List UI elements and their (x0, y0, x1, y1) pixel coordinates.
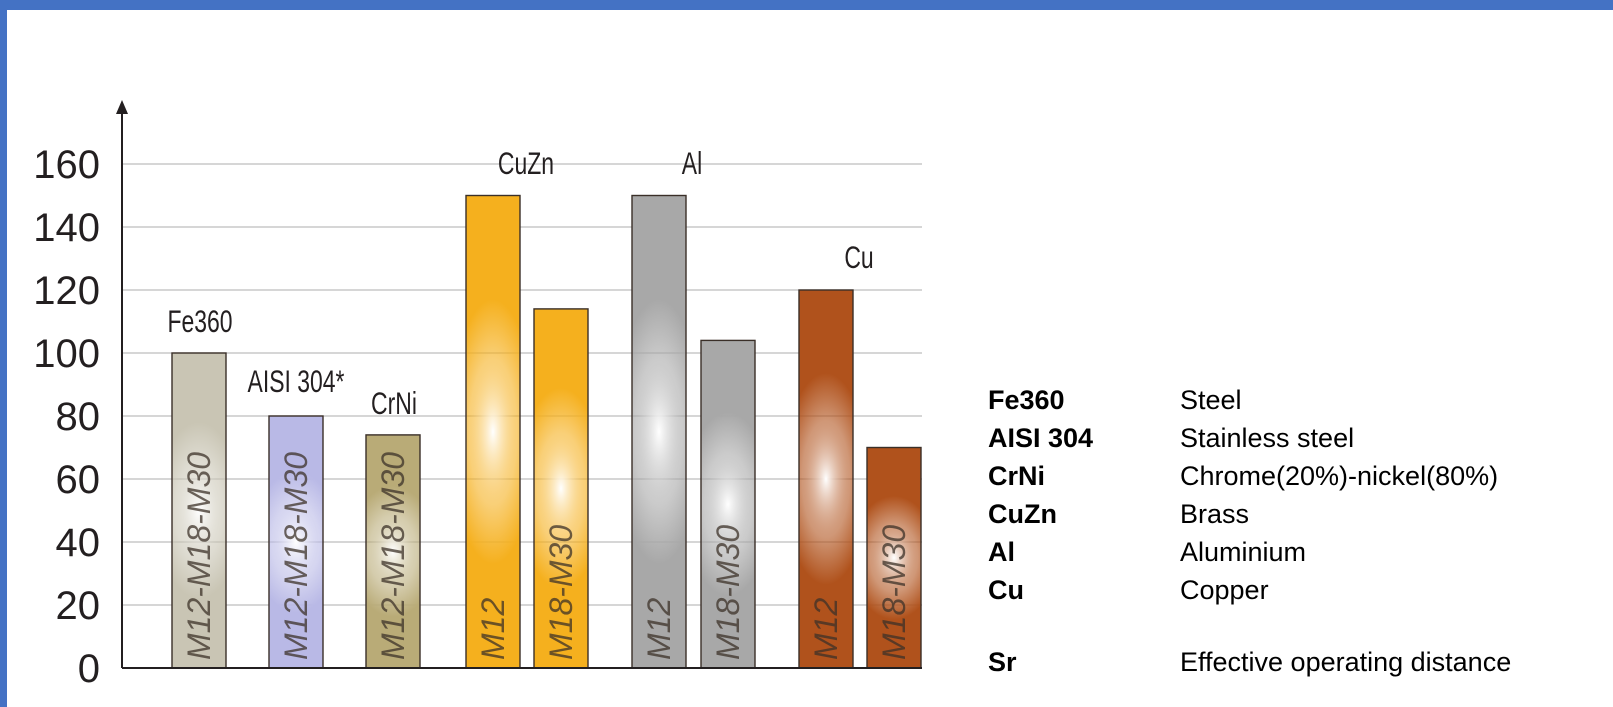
legend-code: Fe360 (988, 385, 1065, 415)
y-tick-label: 0 (78, 647, 100, 691)
legend-description: Aluminium (1180, 537, 1307, 567)
legend-description: Copper (1180, 575, 1269, 605)
bar-size-label: M18-M30 (543, 525, 579, 660)
bar-cuzn-2 (533, 308, 589, 669)
y-tick-label: 40 (56, 521, 101, 565)
legend-code: Sr (988, 647, 1017, 677)
bar-size-label: M12-M18-M30 (181, 452, 217, 660)
bar-size-label: M18-M30 (876, 525, 912, 660)
bar-size-label: M12-M18-M30 (375, 452, 411, 660)
bar-size-label: M12 (641, 598, 677, 660)
bar-aisi-304--1 (268, 415, 324, 669)
bar-fe360-1 (171, 352, 227, 669)
legend-code: Al (988, 537, 1015, 567)
bar-size-label: M18-M30 (710, 525, 746, 660)
y-tick-label: 120 (33, 269, 100, 313)
y-tick-label: 100 (33, 332, 100, 376)
bar-al-1 (631, 194, 687, 669)
legend-code: AISI 304 (988, 423, 1094, 453)
legend-code: CuZn (988, 499, 1057, 529)
legend-code: Cu (988, 575, 1024, 605)
y-tick-label: 140 (33, 206, 100, 250)
y-axis-arrow (116, 100, 128, 114)
y-tick-label: 80 (56, 395, 101, 439)
legend-description: Brass (1180, 499, 1250, 529)
bars: M12-M18-M30 M12-M18-M30 M12-M18-M30 M12 M18-… (171, 194, 922, 669)
bar-size-label: M12 (808, 598, 844, 660)
material-label: CrNi (371, 386, 417, 421)
bar-size-label: M12-M18-M30 (278, 452, 314, 660)
material-label: CuZn (498, 146, 554, 181)
y-tick-label: 20 (56, 584, 101, 628)
bar-cuzn-1 (465, 194, 521, 669)
bar-size-label: M12 (475, 598, 511, 660)
bar-cu-1 (798, 289, 854, 669)
legend-description: Steel (1180, 385, 1242, 415)
material-label: Fe360 (167, 304, 232, 339)
bar-chart: M12-M18-M30 M12-M18-M30 M12-M18-M30 M12 M18-… (33, 100, 922, 691)
legend-description: Effective operating distance (1180, 647, 1512, 677)
legend-code: CrNi (988, 461, 1046, 491)
legend-description: Stainless steel (1180, 423, 1355, 453)
axes: 0 20 40 60 80 100 120 140 160 (33, 100, 922, 691)
legend-description: Chrome(20%)-nickel(80%) (1180, 461, 1499, 491)
material-label: AISI 304* (248, 364, 345, 399)
material-label: Al (682, 146, 702, 181)
grid-lines (122, 163, 922, 606)
y-tick-label: 160 (33, 143, 100, 187)
y-tick-label: 60 (56, 458, 101, 502)
material-label: Cu (844, 240, 873, 275)
labels: Fe360 AISI 304* CrNi CuZn Al Cu (167, 146, 873, 421)
